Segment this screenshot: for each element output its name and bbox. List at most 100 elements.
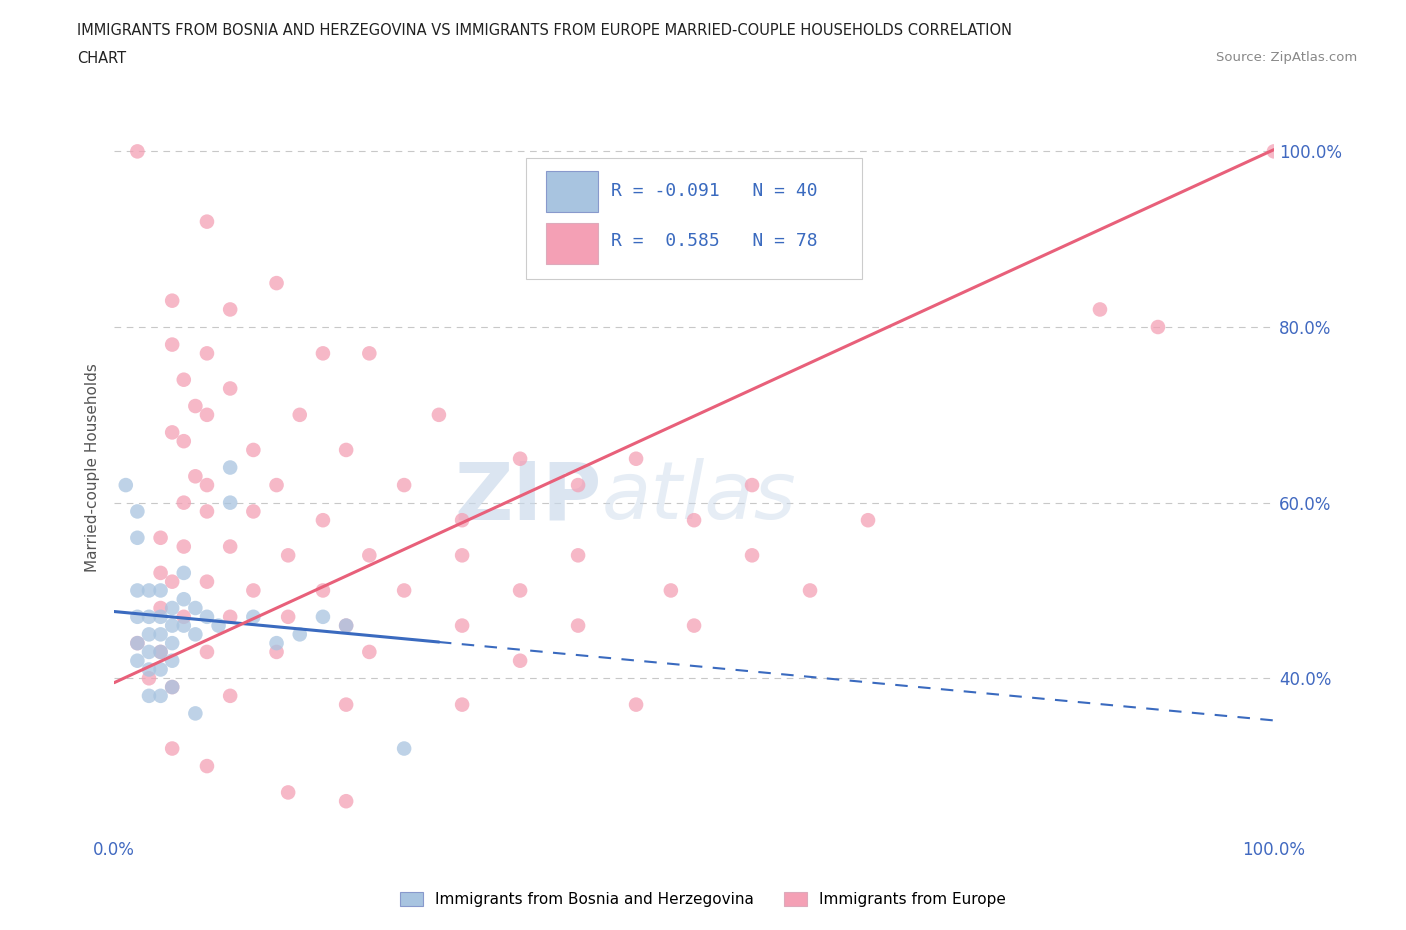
Point [312,346,335,361]
Point [335,794,357,809]
Point [184,469,207,484]
Point [219,460,242,475]
Point [219,302,242,317]
Point [160,618,183,633]
Text: CHART: CHART [77,51,127,66]
Point [567,618,589,633]
Point [856,512,879,527]
Point [288,407,311,422]
Point [195,574,218,589]
Text: IMMIGRANTS FROM BOSNIA AND HERZEGOVINA VS IMMIGRANTS FROM EUROPE MARRIED-COUPLE : IMMIGRANTS FROM BOSNIA AND HERZEGOVINA V… [77,23,1012,38]
Point [184,601,207,616]
Point [149,627,172,642]
Point [160,425,183,440]
Point [160,653,183,668]
Point [195,504,218,519]
Point [160,741,183,756]
Point [567,548,589,563]
Point [451,512,474,527]
Text: ZIP: ZIP [454,458,602,536]
Point [195,214,218,229]
Point [173,565,195,580]
Point [509,451,531,466]
Point [127,504,149,519]
Point [219,688,242,703]
Point [138,662,160,677]
Point [359,644,381,659]
FancyBboxPatch shape [546,170,598,212]
Point [160,574,183,589]
Point [138,688,160,703]
Point [138,627,160,642]
Point [242,609,264,624]
Point [242,443,264,458]
Point [741,548,763,563]
Point [127,144,149,159]
Point [277,785,299,800]
Point [160,680,183,695]
Point [160,338,183,352]
Point [184,706,207,721]
Point [173,433,195,448]
Point [242,583,264,598]
Point [114,478,136,493]
Point [195,609,218,624]
Point [207,618,229,633]
Point [195,759,218,774]
Point [266,644,288,659]
FancyBboxPatch shape [526,158,862,279]
Point [312,609,335,624]
Point [277,548,299,563]
Point [149,688,172,703]
Point [195,407,218,422]
Point [219,495,242,510]
Point [173,591,195,606]
Point [127,653,149,668]
Point [624,451,647,466]
Point [184,627,207,642]
Point [741,478,763,493]
Point [451,548,474,563]
Point [277,609,299,624]
Point [335,618,357,633]
Point [659,583,682,598]
Point [359,346,381,361]
Legend: Immigrants from Bosnia and Herzegovina, Immigrants from Europe: Immigrants from Bosnia and Herzegovina, … [394,885,1012,913]
Point [184,399,207,414]
Point [359,548,381,563]
Point [1263,144,1285,159]
Point [219,539,242,554]
Point [451,618,474,633]
Text: R =  0.585   N = 78: R = 0.585 N = 78 [610,232,817,250]
Point [138,609,160,624]
Point [335,618,357,633]
Point [509,583,531,598]
Point [173,539,195,554]
Point [392,478,415,493]
Point [149,601,172,616]
Point [149,662,172,677]
Point [1147,320,1170,335]
Point [195,478,218,493]
Point [195,346,218,361]
Point [451,698,474,712]
Point [127,636,149,651]
Point [173,618,195,633]
Point [1088,302,1111,317]
Point [266,275,288,290]
Point [127,609,149,624]
Point [288,627,311,642]
Point [149,644,172,659]
Point [173,609,195,624]
Point [683,512,706,527]
Text: R = -0.091   N = 40: R = -0.091 N = 40 [610,181,817,200]
Point [138,644,160,659]
Point [799,583,821,598]
Point [312,583,335,598]
Point [149,583,172,598]
Point [312,512,335,527]
Point [266,478,288,493]
Point [138,671,160,685]
Point [195,644,218,659]
Point [149,565,172,580]
